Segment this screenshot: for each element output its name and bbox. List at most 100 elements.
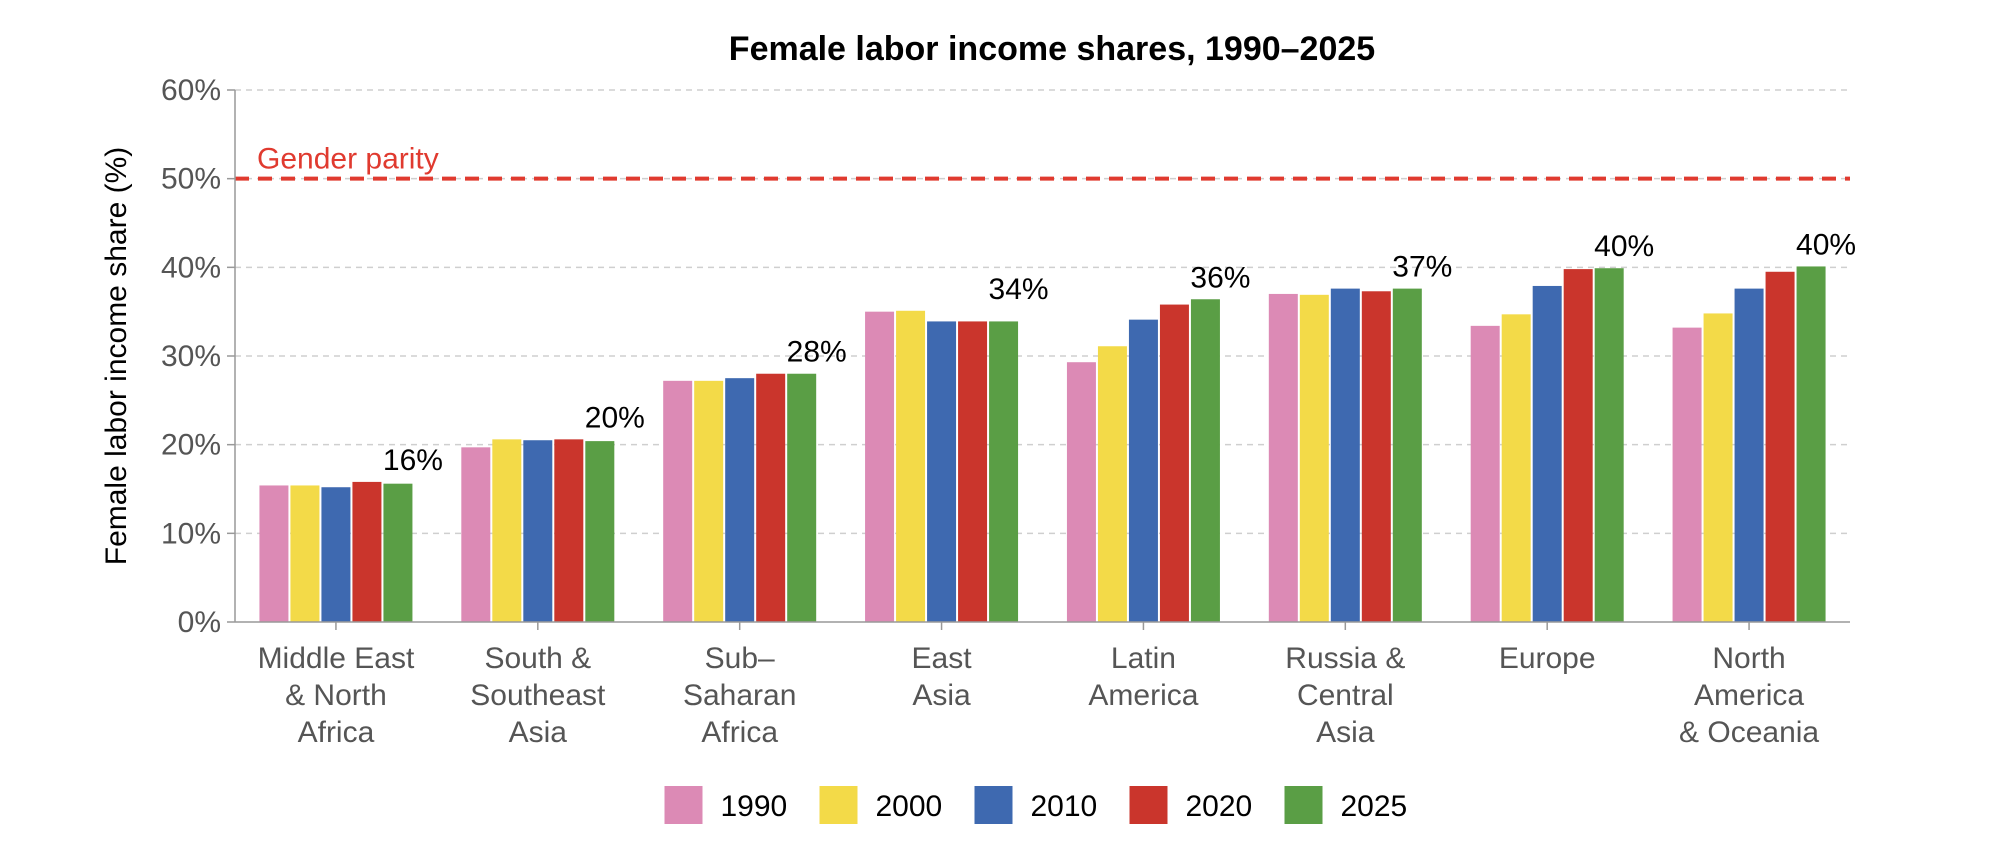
gender-parity-reference: Gender parity xyxy=(235,143,1850,181)
legend-label-2025: 2025 xyxy=(1341,790,1408,823)
legend-swatch-1990 xyxy=(664,786,703,824)
x-tick-label-line: Saharan xyxy=(683,679,796,712)
bar-2010 xyxy=(725,378,755,622)
bar-2000 xyxy=(492,439,522,622)
legend-label-1990: 1990 xyxy=(721,790,788,823)
x-tick-label-line: Europe xyxy=(1499,642,1596,675)
bar-2010 xyxy=(1734,288,1764,622)
bar-2025 xyxy=(1594,268,1624,622)
bar-2025 xyxy=(1796,266,1826,622)
x-tick-label-line: Asia xyxy=(1316,716,1375,749)
x-tick-label-line: Russia & xyxy=(1285,642,1405,675)
axes xyxy=(234,90,1850,623)
legend-swatch-2010 xyxy=(974,786,1013,824)
bar-1990 xyxy=(865,311,895,622)
bar-2000 xyxy=(1299,294,1329,622)
bar-2000 xyxy=(694,380,724,622)
data-label: 40% xyxy=(1796,228,1856,261)
bar-2000 xyxy=(1501,314,1531,622)
bar-1990 xyxy=(461,447,491,622)
bar-2020 xyxy=(1765,271,1795,622)
x-tick-label-line: Africa xyxy=(298,716,375,749)
bar-1990 xyxy=(1672,327,1702,622)
bar-2000 xyxy=(896,310,926,622)
x-tick-label-line: Middle East xyxy=(258,642,415,675)
data-labels: 16% 20% 28% 34% 36% 37% 40% 40% xyxy=(383,228,1856,476)
data-label: 34% xyxy=(989,273,1049,306)
legend-swatch-2020 xyxy=(1129,786,1168,824)
bar-2020 xyxy=(352,481,382,622)
y-axis-label: Female labor income share (%) xyxy=(100,147,133,566)
y-tick-label: 50% xyxy=(161,163,221,196)
data-label: 37% xyxy=(1392,251,1452,284)
x-tick-label: Latin America xyxy=(1088,642,1198,712)
x-tick-label-line: & North xyxy=(285,679,387,712)
legend: 1990 2000 2010 2020 2025 xyxy=(664,786,1408,824)
x-tick-label-line: Asia xyxy=(509,716,568,749)
bar-2010 xyxy=(321,487,351,622)
bar-1990 xyxy=(1066,362,1096,622)
x-tick-label: East Asia xyxy=(912,642,973,712)
x-axis-ticks: Middle East & North Africa South & Southeast… xyxy=(258,622,1819,749)
x-tick-label-line: Central xyxy=(1297,679,1394,712)
bar-2025 xyxy=(989,321,1019,622)
y-tick-label: 60% xyxy=(161,74,221,107)
x-tick-label-line: North xyxy=(1712,642,1785,675)
x-tick-label-line: Latin xyxy=(1111,642,1176,675)
bar-2020 xyxy=(1159,304,1189,622)
legend-label-2000: 2000 xyxy=(876,790,943,823)
chart-title: Female labor income shares, 1990–2025 xyxy=(729,30,1375,68)
bar-1990 xyxy=(1268,293,1298,622)
y-tick-label: 40% xyxy=(161,251,221,284)
x-tick-label: South & Southeast Asia xyxy=(470,642,606,749)
bar-2010 xyxy=(1128,319,1158,622)
y-tick-label: 30% xyxy=(161,340,221,373)
bar-2020 xyxy=(958,321,988,622)
bar-1990 xyxy=(1470,325,1500,622)
y-tick-label: 10% xyxy=(161,517,221,550)
bar-2020 xyxy=(554,439,584,622)
data-label: 40% xyxy=(1594,230,1654,263)
x-tick-label: Middle East & North Africa xyxy=(258,642,415,749)
data-label: 20% xyxy=(585,401,645,434)
bar-2025 xyxy=(1392,288,1422,622)
bar-2000 xyxy=(1097,346,1127,622)
legend-label-2020: 2020 xyxy=(1186,790,1253,823)
x-tick-label-line: Sub– xyxy=(705,642,775,675)
bar-2010 xyxy=(927,321,957,622)
x-tick-label: North America & Oceania xyxy=(1679,642,1819,749)
data-label: 16% xyxy=(383,444,443,477)
bar-2020 xyxy=(1563,269,1593,622)
bar-2010 xyxy=(1330,288,1360,622)
bar-2025 xyxy=(1190,299,1220,622)
bar-2020 xyxy=(1361,291,1391,622)
bar-2025 xyxy=(585,441,615,622)
x-tick-label-line: Southeast xyxy=(470,679,606,712)
bar-2010 xyxy=(523,440,553,622)
data-label: 28% xyxy=(787,336,847,369)
x-tick-label-line: Asia xyxy=(912,679,971,712)
legend-swatch-2025 xyxy=(1284,786,1323,824)
x-tick-label-line: Africa xyxy=(701,716,778,749)
bar-1990 xyxy=(663,380,693,622)
x-tick-label: Europe xyxy=(1499,642,1596,675)
gender-parity-label: Gender parity xyxy=(257,143,439,176)
y-tick-label: 0% xyxy=(178,606,221,639)
bar-2000 xyxy=(290,485,320,622)
x-tick-label-line: & Oceania xyxy=(1679,716,1819,749)
bars xyxy=(259,266,1826,622)
legend-label-2010: 2010 xyxy=(1031,790,1098,823)
x-tick-label: Sub– Saharan Africa xyxy=(683,642,796,749)
y-tick-label: 20% xyxy=(161,429,221,462)
bar-2025 xyxy=(383,483,413,622)
x-tick-label-line: East xyxy=(912,642,973,675)
data-label: 36% xyxy=(1190,261,1250,294)
bar-2020 xyxy=(756,373,786,622)
legend-swatch-2000 xyxy=(819,786,858,824)
bar-1990 xyxy=(259,485,289,622)
x-tick-label-line: South & xyxy=(484,642,591,675)
x-tick-label: Russia & Central Asia xyxy=(1285,642,1405,749)
bar-2000 xyxy=(1703,313,1733,622)
